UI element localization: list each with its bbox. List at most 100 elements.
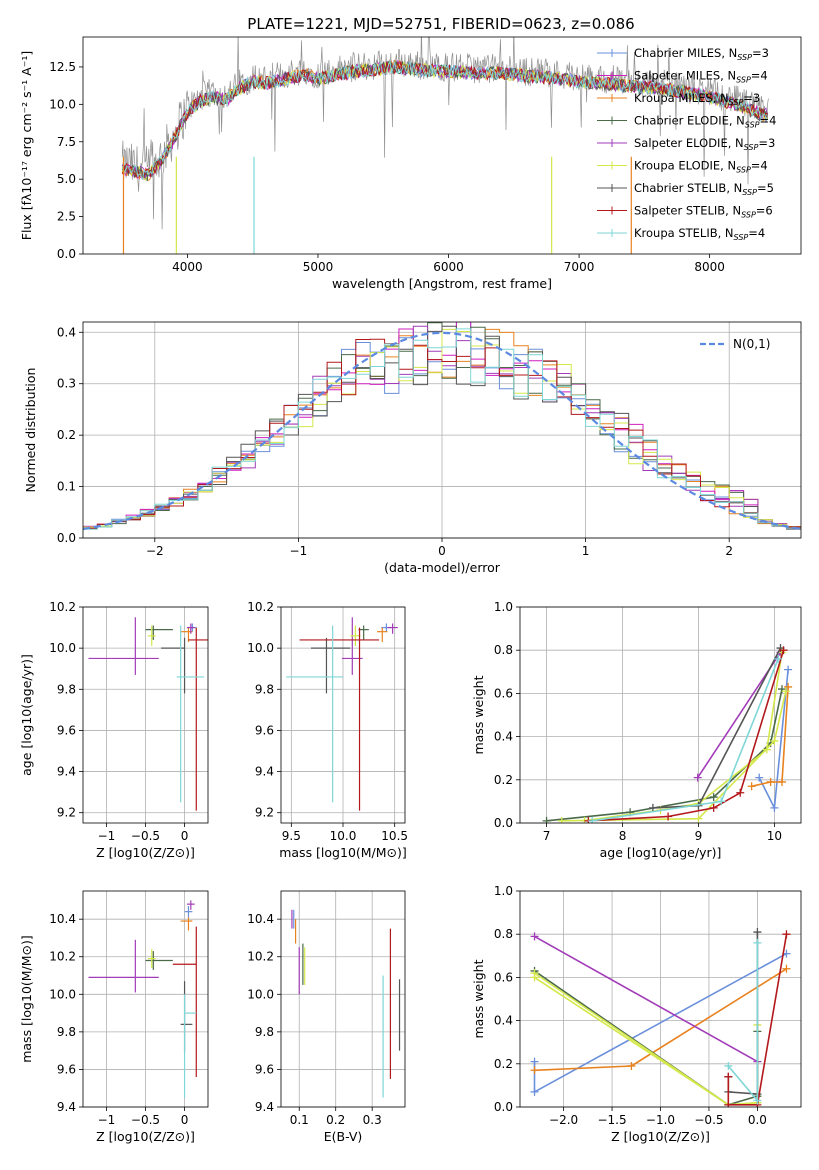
- y-tick-label: 10.0: [247, 987, 274, 1001]
- weight-point-marker: [781, 687, 790, 696]
- weight-point-marker: [664, 812, 673, 821]
- x-tick-label: 2: [725, 544, 733, 558]
- weight-series-line: [727, 942, 759, 1103]
- weight-point-marker: [530, 932, 539, 941]
- y-axis-label: age [log10(age/yr)]: [19, 654, 34, 776]
- x-tick-label: 0.1: [290, 1113, 309, 1127]
- weight-point-marker: [693, 773, 702, 782]
- model-spectrum-line: [121, 59, 768, 180]
- x-tick-label: 8: [619, 829, 627, 843]
- weight-point-marker: [530, 1066, 539, 1075]
- plot-area: [542, 644, 793, 823]
- axes-frame: [82, 36, 802, 255]
- weight-vs-metallicity-panel: −2.0 −1.5 −1.0 −0.5 0.0 0.0 0.2 0.4 0.6 0.8 1.0 Z […: [471, 884, 802, 1144]
- weight-point-marker: [778, 777, 787, 786]
- weight-point-marker: [709, 793, 718, 802]
- axes-frame: [82, 890, 209, 1108]
- x-tick-label: −0.5: [694, 1113, 723, 1127]
- spectrum-legend: Chabrier MILES, NSSP=3 Salpeter MILES, NS…: [597, 46, 776, 242]
- x-tick-label: 0: [181, 1113, 189, 1127]
- y-tick-label: 0.6: [494, 970, 513, 984]
- weight-point-marker: [753, 938, 762, 947]
- x-tick-label: 0: [181, 829, 189, 843]
- weight-vs-age-panel: 7 8 9 10 0.0 0.2 0.4 0.6 0.8 1.0 age [log10(age/yr…: [471, 600, 802, 860]
- axes-frame: [280, 890, 406, 1108]
- plot-area: [88, 900, 197, 1098]
- y-axis-label: Normed distribution: [23, 368, 38, 493]
- legend-label: Salpeter MILES, NSSP=4: [634, 69, 768, 85]
- weight-series-line: [727, 932, 759, 1095]
- axes-frame: [519, 890, 802, 1108]
- y-axis-label: mass weight: [471, 675, 486, 754]
- x-tick-label: −1: [290, 544, 308, 558]
- y-tick-label: 9.4: [57, 765, 76, 779]
- y-tick-label: 9.6: [57, 1062, 76, 1076]
- x-tick-label: 5000: [303, 260, 334, 274]
- y-tick-label: 0.1: [57, 480, 76, 494]
- y-tick-label: 9.8: [255, 682, 274, 696]
- x-tick-label: 10: [767, 829, 782, 843]
- y-tick-label: 9.8: [57, 1025, 76, 1039]
- y-tick-label: 9.6: [255, 1062, 274, 1076]
- y-tick-label: 2.5: [57, 210, 76, 224]
- plot-area: [291, 909, 401, 1098]
- y-tick-label: 9.6: [255, 723, 274, 737]
- x-tick-label: 0.0: [748, 1113, 767, 1127]
- y-tick-label: 1.0: [494, 600, 513, 614]
- y-tick-label: 0.0: [494, 1100, 513, 1114]
- y-tick-label: 9.4: [255, 1100, 274, 1114]
- weight-point-marker: [648, 803, 657, 812]
- y-tick-label: 9.8: [57, 682, 76, 696]
- legend-label: Salpeter STELIB, NSSP=6: [634, 204, 773, 220]
- y-tick-label: 9.4: [255, 765, 274, 779]
- weight-point-marker: [779, 646, 788, 655]
- residual-histogram-step: [83, 338, 801, 529]
- y-tick-label: 0.2: [494, 1057, 513, 1071]
- y-axis-label: mass [log10(M/M⊙)]: [19, 935, 34, 1063]
- x-tick-label: 6000: [433, 260, 464, 274]
- y-tick-label: 10.0: [247, 641, 274, 655]
- y-tick-label: 10.0: [49, 987, 76, 1001]
- weight-series-line: [534, 972, 758, 1106]
- y-tick-label: 0.8: [494, 927, 513, 941]
- y-axis-label: Flux [fλ10⁻¹⁷ erg cm⁻² s⁻¹ A⁻¹]: [19, 51, 34, 240]
- x-tick-label: 0: [438, 544, 446, 558]
- weight-point-marker: [753, 928, 762, 937]
- weight-point-marker: [588, 816, 597, 823]
- y-tick-label: 10.0: [49, 97, 76, 111]
- plot-area: [88, 617, 208, 811]
- y-tick-label: 0.0: [57, 247, 76, 261]
- x-tick-label: 9: [695, 829, 703, 843]
- axes-frame: [82, 321, 802, 539]
- weight-point-marker: [770, 803, 779, 812]
- y-tick-label: 9.8: [255, 1025, 274, 1039]
- weight-point-marker: [724, 1100, 733, 1107]
- axes-frame: [280, 606, 406, 824]
- y-tick-label: 0.0: [494, 816, 513, 830]
- residual-histogram-step: [83, 328, 801, 528]
- weight-point-marker: [753, 1096, 762, 1105]
- legend-label: Kroupa ELODIE, NSSP=4: [634, 159, 768, 175]
- x-tick-label: 9.5: [282, 829, 301, 843]
- weight-series-line: [534, 970, 759, 1106]
- weight-point-marker: [755, 773, 764, 782]
- x-tick-label: 4000: [172, 260, 203, 274]
- x-tick-label: −1.0: [646, 1113, 675, 1127]
- y-tick-label: 0.4: [494, 1014, 513, 1028]
- weight-series-line: [751, 686, 789, 788]
- age-vs-metallicity-panel: −1 −0.5 0 9.2 9.4 9.6 9.8 10.0 10.2 Z [log10(Z/Z⊙…: [19, 600, 209, 860]
- y-tick-label: 12.5: [49, 60, 76, 74]
- axes-frame: [82, 606, 209, 824]
- weight-series-line: [588, 649, 785, 822]
- residual-histogram-panel: −2 −1 0 1 2 0.0 0.1 0.2 0.3 0.4 (data-model)/error…: [23, 321, 802, 575]
- y-axis-label: mass weight: [471, 959, 486, 1038]
- weight-series-line: [727, 934, 788, 1106]
- residual-histogram-step: [83, 328, 801, 530]
- legend-label: Chabrier MILES, NSSP=3: [634, 46, 769, 62]
- weight-point-marker: [766, 777, 775, 786]
- x-tick-label: 0.2: [326, 1113, 345, 1127]
- y-tick-label: 10.2: [49, 950, 76, 964]
- y-tick-label: 9.2: [255, 806, 274, 820]
- x-axis-label: Z [log10(Z/Z⊙)]: [96, 845, 195, 860]
